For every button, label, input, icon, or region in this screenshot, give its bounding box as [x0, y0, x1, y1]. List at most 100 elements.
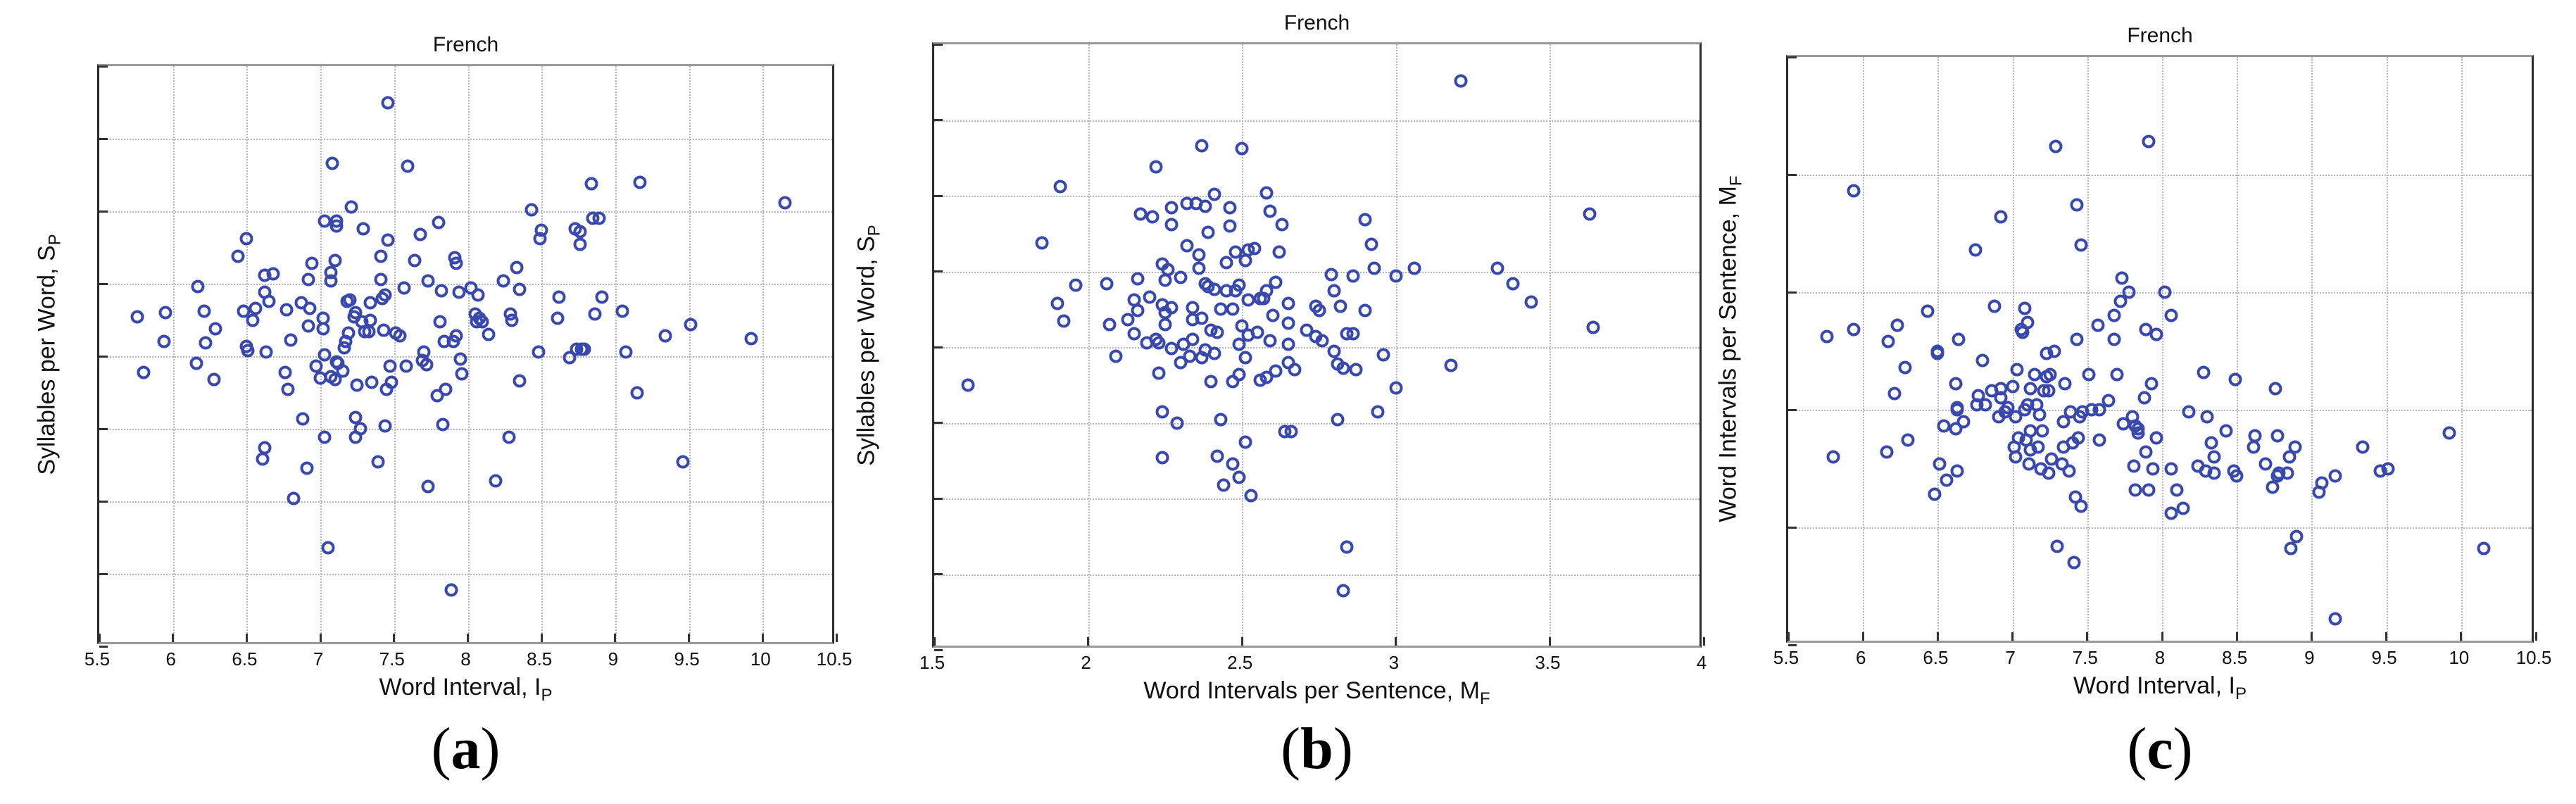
data-point-marker [2328, 469, 2342, 483]
x-tick-label: 2.5 [1227, 652, 1253, 673]
y-tick [934, 346, 943, 348]
data-point-marker [301, 319, 315, 333]
x-tick-label: 8.5 [2222, 647, 2248, 668]
x-tick [761, 634, 764, 642]
data-point-marker [2197, 365, 2211, 379]
y-gridline [934, 196, 1699, 197]
x-tick [688, 634, 691, 642]
data-point-marker [2131, 422, 2145, 436]
data-point-marker [1164, 201, 1179, 215]
x-tick-label: 7.5 [2072, 647, 2098, 668]
caption-paren-close: ) [480, 716, 501, 781]
data-point-marker [1259, 186, 1274, 200]
y-gridline [1788, 410, 2532, 411]
data-point-marker [249, 301, 263, 315]
data-point-marker [1880, 445, 1894, 459]
data-point-marker [2021, 315, 2035, 329]
data-point-marker [1069, 278, 1083, 292]
y-tick [99, 210, 108, 213]
data-point-marker [328, 253, 342, 268]
data-point-marker [2028, 368, 2042, 382]
data-point-marker [309, 359, 323, 373]
data-point-marker [401, 159, 415, 173]
data-point-marker [2127, 459, 2141, 473]
data-point-marker [1333, 299, 1347, 313]
x-tick-label: 3.5 [1535, 652, 1561, 673]
data-point-marker [378, 288, 392, 302]
x-tick-label: 9.5 [674, 648, 700, 670]
data-point-marker [684, 318, 698, 332]
x-axis-label-subscript: P [541, 686, 553, 705]
data-point-marker [1340, 540, 1354, 554]
panel-caption: (c) [2127, 715, 2192, 783]
data-point-marker [1207, 187, 1221, 201]
y-tick [1788, 56, 1797, 58]
x-gridline [2311, 57, 2313, 641]
data-point-marker [413, 227, 427, 241]
data-point-marker [2142, 483, 2156, 497]
data-point-marker [1164, 301, 1179, 315]
y-gridline [934, 574, 1699, 576]
data-point-marker [449, 329, 463, 343]
data-point-marker [2149, 327, 2163, 341]
data-point-marker [408, 253, 422, 268]
x-tick-label: 5.5 [84, 648, 111, 670]
chart-title: French [1283, 11, 1350, 34]
data-point-marker [1244, 489, 1258, 503]
data-point-marker [2270, 429, 2285, 443]
data-point-marker [1127, 327, 1141, 341]
data-point-marker [1921, 304, 1935, 318]
data-point-marker [1131, 272, 1145, 286]
data-point-marker [658, 329, 672, 343]
y-tick [1788, 291, 1797, 294]
x-gridline [394, 66, 396, 642]
data-point-marker [1898, 360, 1912, 375]
caption-paren-open: ( [2127, 716, 2147, 781]
data-point-marker [449, 256, 463, 270]
data-point-marker [296, 412, 310, 426]
data-point-marker [1152, 336, 1166, 350]
plot-area [1786, 55, 2537, 646]
data-point-marker [1881, 334, 1895, 348]
y-axis-label-subscript: P [865, 224, 884, 236]
data-point-marker [1272, 245, 1286, 259]
data-point-marker [455, 367, 469, 381]
data-point-marker [1371, 405, 1385, 419]
data-point-marker [241, 344, 255, 358]
data-point-marker [301, 272, 315, 287]
x-gridline [2162, 57, 2163, 641]
data-point-marker [1949, 377, 1963, 391]
x-tick [319, 634, 322, 642]
data-point-marker [2142, 134, 2156, 149]
data-point-marker [329, 219, 344, 233]
data-point-marker [1971, 389, 1985, 403]
data-point-marker [1204, 375, 1218, 389]
data-point-marker [2042, 384, 2056, 398]
data-point-marker [588, 307, 602, 321]
data-point-marker [464, 281, 478, 295]
data-point-marker [2284, 541, 2298, 555]
data-point-marker [573, 237, 587, 251]
data-point-marker [343, 293, 357, 307]
data-point-marker [2022, 457, 2036, 471]
data-point-marker [1223, 201, 1237, 215]
x-gridline [2087, 57, 2089, 641]
data-point-marker [262, 294, 276, 308]
x-axis-label-subscript: P [2235, 684, 2247, 703]
y-tick [99, 500, 108, 503]
data-point-marker [1223, 219, 1237, 233]
data-point-marker [2092, 433, 2106, 447]
y-tick [934, 422, 943, 424]
data-point-marker [1324, 268, 1338, 282]
data-point-marker [363, 296, 377, 310]
data-point-marker [420, 358, 434, 372]
x-tick [2086, 632, 2089, 641]
y-tick [934, 648, 943, 651]
x-tick-label: 10 [750, 648, 771, 670]
y-gridline [99, 139, 832, 140]
data-point-marker [1820, 329, 1834, 344]
data-point-marker [2288, 440, 2302, 454]
x-gridline [615, 66, 617, 642]
x-tick [1861, 632, 1864, 641]
data-point-marker [778, 196, 792, 210]
